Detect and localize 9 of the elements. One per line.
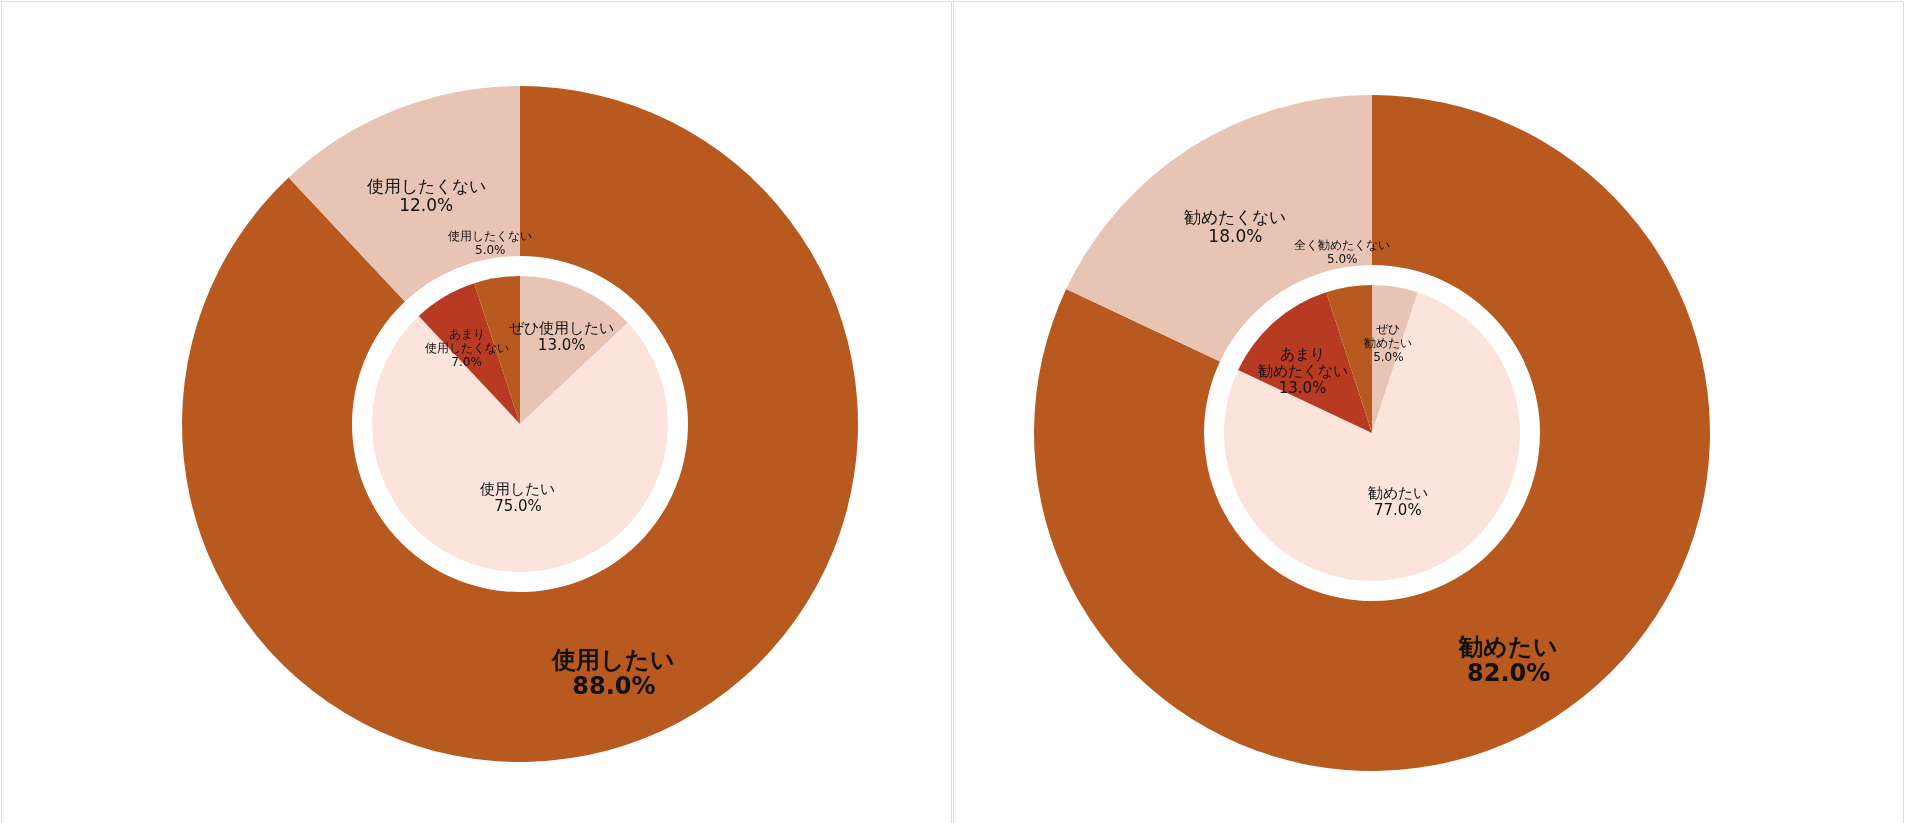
data-label: 勧めたい 77.0% (1367, 483, 1428, 519)
data-label: 使用したくない 12.0% (366, 175, 486, 215)
data-label: あまり勧めたくない 13.0% (1257, 345, 1348, 398)
data-label: 勧めたくない 18.0% (1184, 206, 1287, 246)
data-label: 使用したくない 5.0% (448, 229, 533, 258)
data-label: 全く勧めたくない 5.0% (1294, 238, 1391, 267)
data-label: 勧めたい 82.0% (1458, 633, 1559, 688)
data-label: 使用したい 75.0% (480, 479, 556, 515)
data-label: 使用したい 88.0% (551, 646, 676, 701)
